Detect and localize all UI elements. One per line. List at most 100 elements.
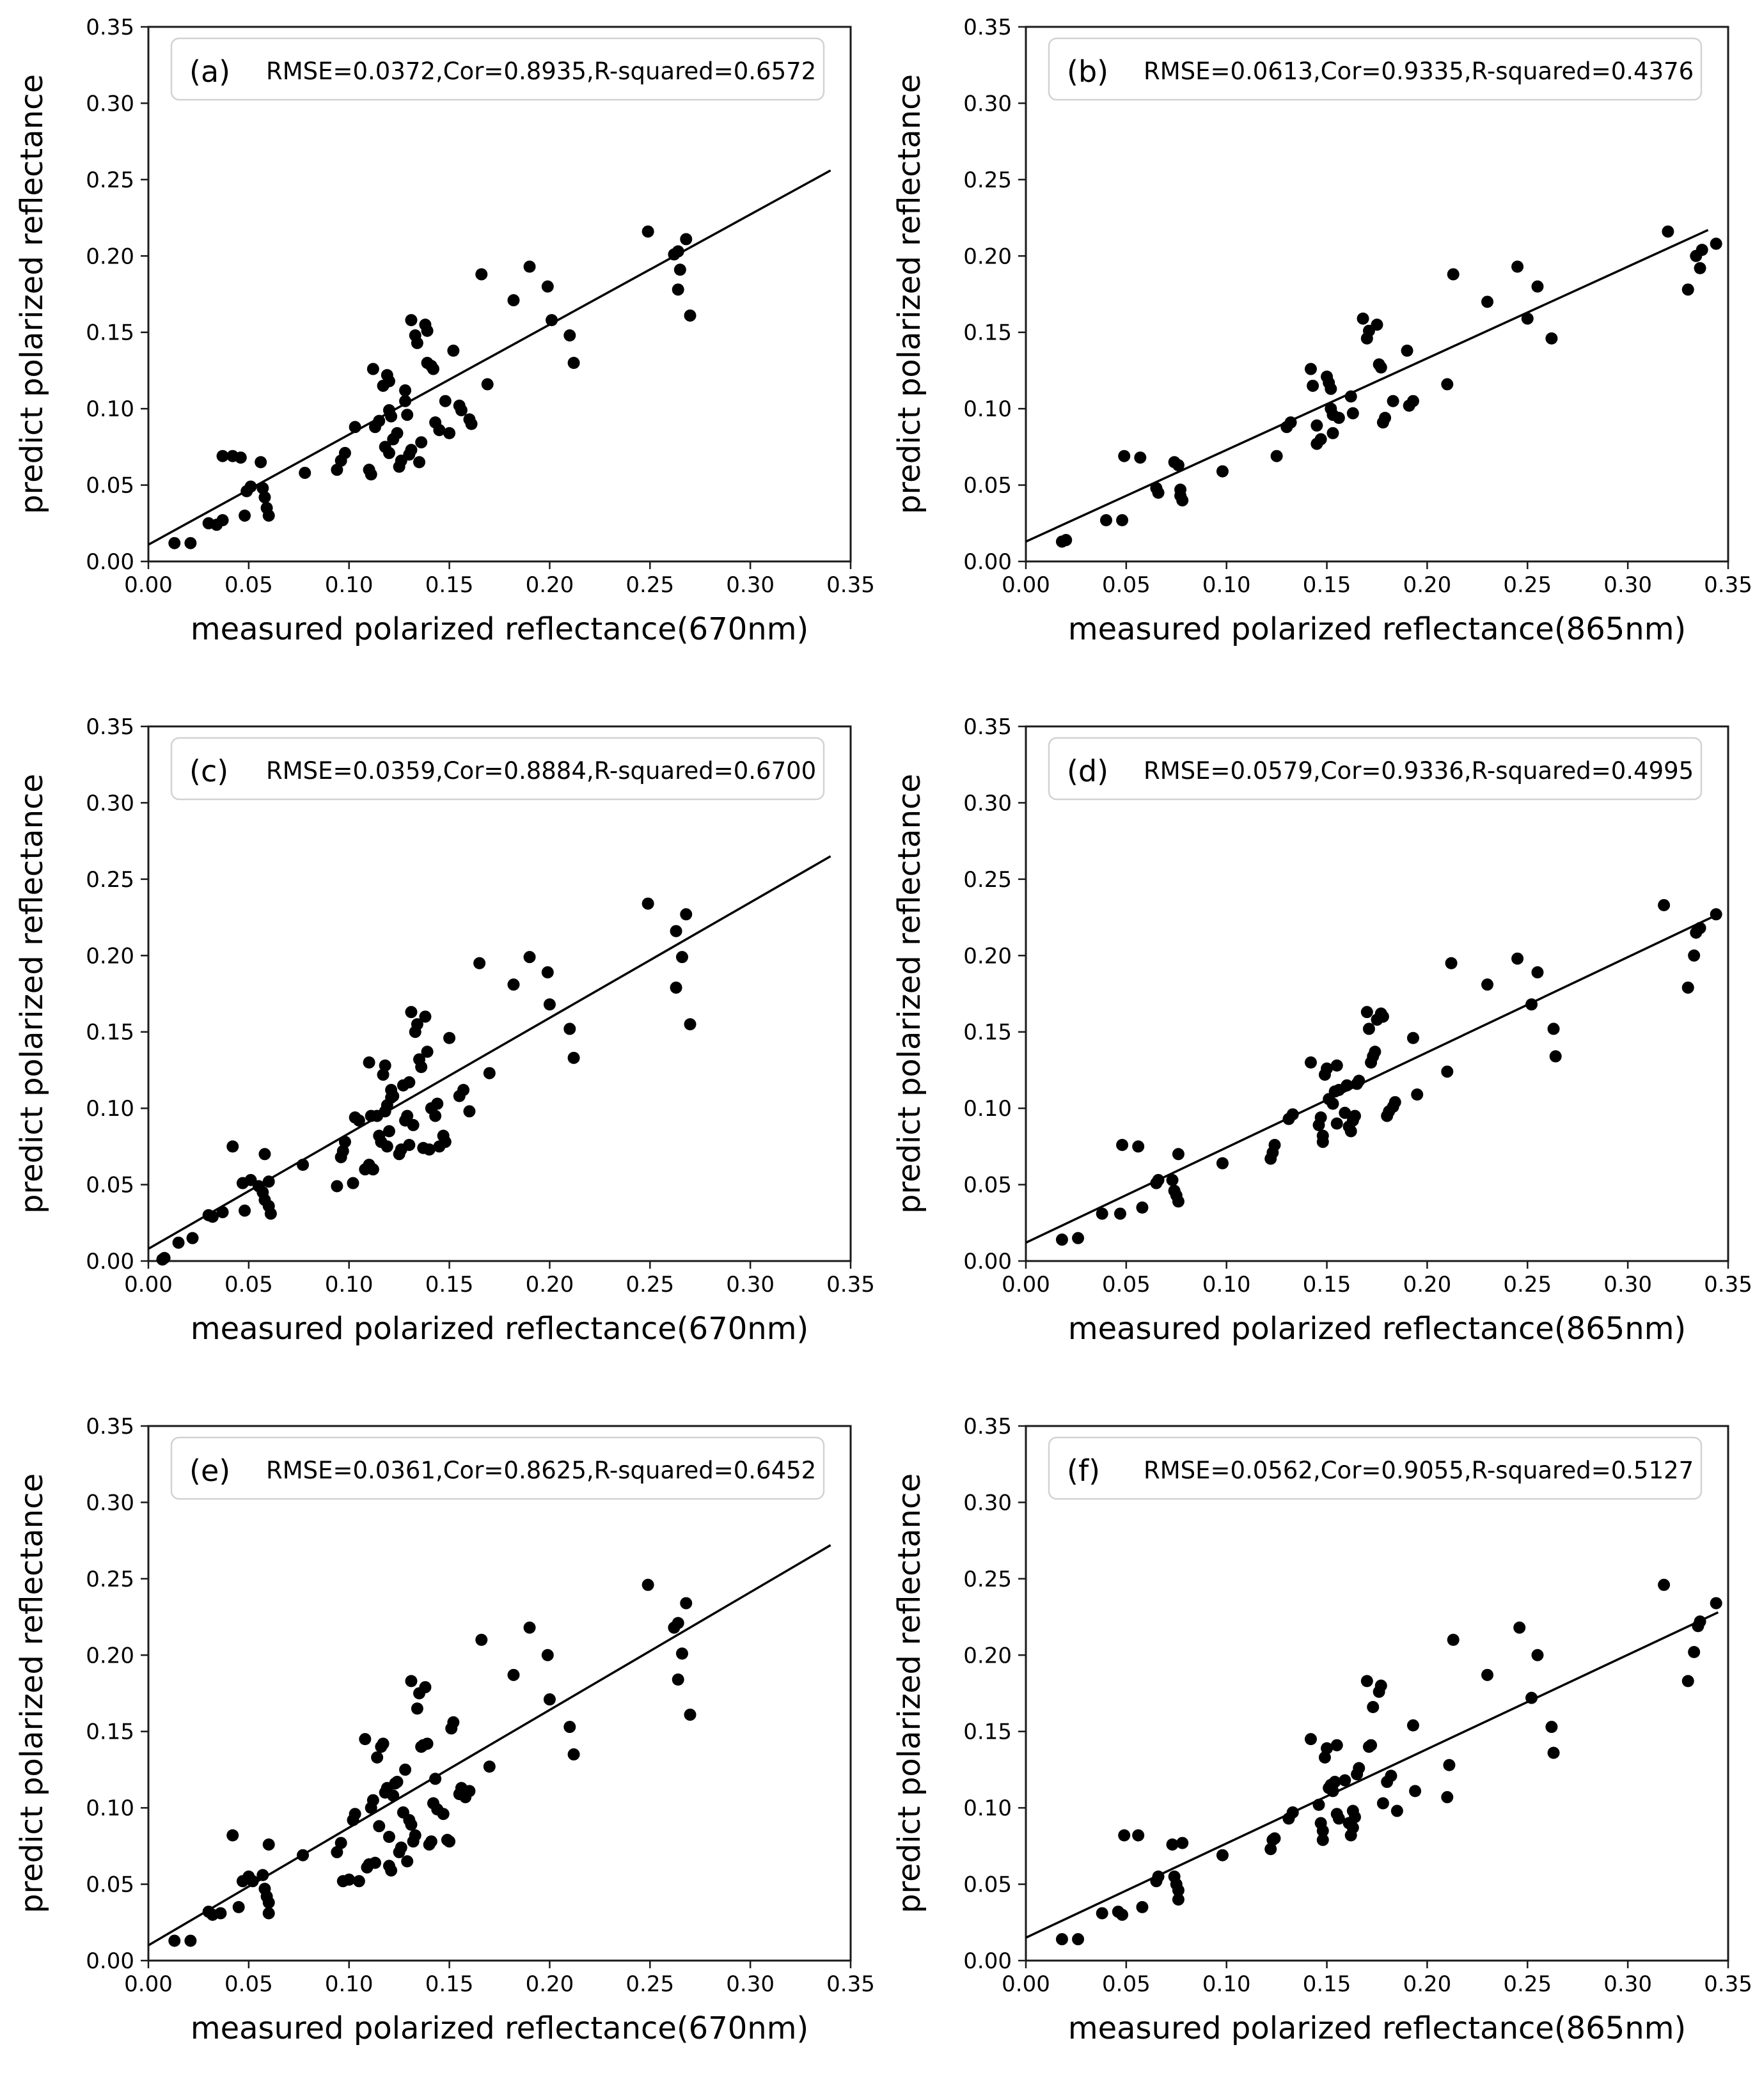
- x-tick-label: 0.00: [124, 1272, 173, 1297]
- x-tick-label: 0.20: [1403, 1971, 1452, 1997]
- x-tick-label: 0.35: [1704, 572, 1752, 598]
- axis-ticks: 0.00 0.05 0.10 0.15 0.20 0.25 0.30 0.35 0.00 0.05…: [86, 714, 875, 1297]
- x-tick-label: 0.25: [626, 1272, 674, 1297]
- panel-label: (d): [1067, 754, 1108, 788]
- stats-text: RMSE=0.0372,Cor=0.8935,R-squared=0.6572: [266, 58, 816, 85]
- x-tick-label: 0.00: [1002, 1971, 1050, 1997]
- y-tick-label: 0.00: [963, 1249, 1012, 1274]
- y-axis-label: predict polarized reflectance: [14, 1473, 50, 1913]
- data-points: [1055, 1578, 1722, 1946]
- stats-text: RMSE=0.0613,Cor=0.9335,R-squared=0.4376: [1144, 58, 1694, 85]
- x-tick-label: 0.30: [726, 1272, 775, 1297]
- stats-annotation: (f) RMSE=0.0562,Cor=0.9055,R-squared=0.51…: [1048, 1436, 1703, 1500]
- x-tick-label: 0.00: [124, 572, 173, 598]
- scatter-plot-d: 0.00 0.05 0.10 0.15 0.20 0.25 0.30 0.35 0.00 0.05…: [892, 714, 1752, 1347]
- x-tick-label: 0.25: [1503, 1971, 1552, 1997]
- y-tick-label: 0.05: [86, 1173, 134, 1198]
- x-tick-label: 0.15: [425, 1272, 474, 1297]
- y-tick-label: 0.30: [86, 1490, 134, 1516]
- x-tick-label: 0.05: [224, 1272, 273, 1297]
- x-tick-label: 0.00: [124, 1971, 173, 1997]
- y-tick-label: 0.05: [963, 1872, 1012, 1898]
- fit-line: [1025, 913, 1719, 1244]
- x-tick-label: 0.30: [1603, 572, 1652, 598]
- axis-ticks: 0.00 0.05 0.10 0.15 0.20 0.25 0.30 0.35 0.00 0.05…: [963, 1414, 1752, 1997]
- y-tick-label: 0.25: [86, 168, 134, 193]
- x-tick-label: 0.35: [1704, 1971, 1752, 1997]
- scatter-plot-a: 0.00 0.05 0.10 0.15 0.20 0.25 0.30 0.35 0.00 0.05…: [14, 15, 875, 647]
- y-tick-label: 0.35: [86, 714, 134, 740]
- y-tick-label: 0.20: [86, 244, 134, 269]
- y-tick-label: 0.35: [86, 1414, 134, 1439]
- x-tick-label: 0.05: [1102, 1971, 1151, 1997]
- y-tick-label: 0.00: [963, 549, 1012, 575]
- panel-label: (f): [1067, 1454, 1100, 1488]
- data-points: [168, 225, 696, 549]
- x-tick-label: 0.05: [224, 1971, 273, 1997]
- x-tick-label: 0.10: [1202, 1272, 1251, 1297]
- y-tick-label: 0.25: [963, 168, 1012, 193]
- subplot-c: 0.00 0.05 0.10 0.15 0.20 0.25 0.30 0.35 0.00 0.05…: [0, 700, 878, 1399]
- y-tick-label: 0.00: [86, 1249, 134, 1274]
- x-axis-label: measured polarized reflectance(865nm): [1068, 611, 1686, 647]
- y-tick-label: 0.15: [963, 320, 1012, 346]
- subplot-b: 0.00 0.05 0.10 0.15 0.20 0.25 0.30 0.35 0.00 0.05…: [878, 0, 1755, 700]
- x-tick-label: 0.30: [1603, 1272, 1652, 1297]
- x-tick-label: 0.25: [1503, 572, 1552, 598]
- stats-text: RMSE=0.0579,Cor=0.9336,R-squared=0.4995: [1144, 757, 1694, 785]
- stats-annotation: (e) RMSE=0.0361,Cor=0.8625,R-squared=0.64…: [170, 1436, 825, 1500]
- x-tick-label: 0.15: [1303, 1272, 1351, 1297]
- y-tick-label: 0.05: [963, 1173, 1012, 1198]
- y-tick-label: 0.15: [963, 1020, 1012, 1046]
- y-tick-label: 0.15: [963, 1720, 1012, 1745]
- y-tick-label: 0.10: [86, 1796, 134, 1821]
- data-points: [168, 1578, 696, 1947]
- y-tick-label: 0.15: [86, 1020, 134, 1046]
- y-tick-label: 0.25: [86, 1567, 134, 1592]
- y-tick-label: 0.05: [86, 473, 134, 499]
- y-tick-label: 0.10: [963, 1796, 1012, 1821]
- axis-ticks: 0.00 0.05 0.10 0.15 0.20 0.25 0.30 0.35 0.00 0.05…: [963, 714, 1752, 1297]
- x-axis-label: measured polarized reflectance(670nm): [191, 2010, 808, 2046]
- x-tick-label: 0.25: [1503, 1272, 1552, 1297]
- y-axis-label: predict polarized reflectance: [892, 74, 927, 514]
- stats-annotation: (b) RMSE=0.0613,Cor=0.9335,R-squared=0.43…: [1048, 37, 1703, 101]
- y-tick-label: 0.15: [86, 1720, 134, 1745]
- x-tick-label: 0.20: [526, 572, 574, 598]
- panel-label: (e): [189, 1454, 230, 1488]
- data-points: [1055, 225, 1722, 548]
- y-tick-label: 0.20: [963, 1643, 1012, 1668]
- axis-ticks: 0.00 0.05 0.10 0.15 0.20 0.25 0.30 0.35 0.00 0.05…: [86, 15, 875, 598]
- y-tick-label: 0.05: [86, 1872, 134, 1898]
- x-tick-label: 0.00: [1002, 1272, 1050, 1297]
- subplot-e: 0.00 0.05 0.10 0.15 0.20 0.25 0.30 0.35 0.00 0.05…: [0, 1399, 878, 2099]
- axis-ticks: 0.00 0.05 0.10 0.15 0.20 0.25 0.30 0.35 0.00 0.05…: [86, 1414, 875, 1997]
- axes-box: [1025, 26, 1729, 563]
- axes-box: [147, 1425, 852, 1962]
- y-tick-label: 0.25: [86, 867, 134, 893]
- panel-label: (b): [1067, 54, 1108, 89]
- y-tick-label: 0.00: [86, 1948, 134, 1974]
- fit-line: [1025, 229, 1709, 543]
- axes-box: [1025, 1425, 1729, 1962]
- stats-annotation: (d) RMSE=0.0579,Cor=0.9336,R-squared=0.49…: [1048, 737, 1703, 801]
- y-tick-label: 0.10: [963, 396, 1012, 422]
- y-tick-label: 0.30: [86, 91, 134, 116]
- axes-box: [147, 725, 852, 1262]
- data-points: [1055, 898, 1722, 1246]
- y-axis-label: predict polarized reflectance: [14, 74, 50, 514]
- x-axis-label: measured polarized reflectance(865nm): [1068, 1311, 1686, 1347]
- axes-box: [1025, 725, 1729, 1262]
- y-tick-label: 0.15: [86, 320, 134, 346]
- y-tick-label: 0.20: [86, 1643, 134, 1668]
- x-tick-label: 0.20: [1403, 1272, 1452, 1297]
- x-axis-label: measured polarized reflectance(670nm): [191, 611, 808, 647]
- y-tick-label: 0.30: [963, 91, 1012, 116]
- data-points: [156, 897, 696, 1266]
- y-axis-label: predict polarized reflectance: [892, 774, 927, 1214]
- y-tick-label: 0.10: [86, 1096, 134, 1122]
- panel-label: (a): [189, 54, 230, 89]
- y-tick-label: 0.30: [963, 790, 1012, 816]
- y-tick-label: 0.35: [963, 15, 1012, 40]
